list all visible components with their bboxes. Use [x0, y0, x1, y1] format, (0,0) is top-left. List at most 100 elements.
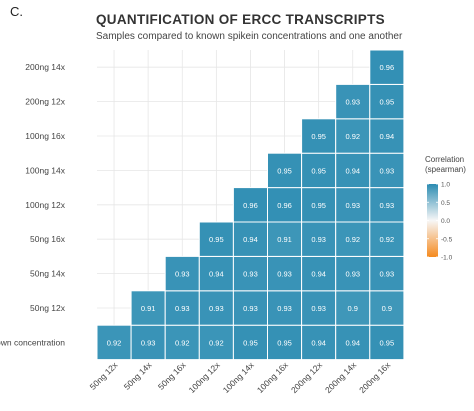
cell-value-label: 0.91: [277, 235, 292, 244]
cell-value-label: 0.94: [311, 270, 326, 279]
heatmap-cell: [267, 221, 303, 257]
panel-label: C.: [10, 4, 23, 19]
heatmap-cell: [232, 255, 268, 292]
cell-value-label: 0.94: [345, 166, 360, 175]
cell-value-label: 0.92: [345, 235, 360, 244]
cell-value-label: 0.92: [380, 235, 395, 244]
heatmap-cell: [369, 83, 405, 120]
cell-value-label: 0.95: [311, 201, 326, 210]
legend-colorbar: [427, 184, 438, 257]
heatmap-cell: [301, 152, 337, 189]
cell-value-label: 0.94: [243, 235, 258, 244]
legend-tick-label: 1.0: [441, 182, 450, 189]
x-tick-label: 200ng 16x: [357, 359, 393, 395]
cell-value-label: 0.94: [311, 338, 326, 347]
heatmap-cell: [301, 118, 337, 154]
y-tick-label: 50ng 14x: [30, 269, 66, 279]
y-axis-labels: Known concentration 50ng 12x 50ng 14x 50ng …: [0, 62, 66, 347]
cell-value-label: 0.93: [311, 304, 326, 313]
cell-value-label: 0.93: [380, 166, 395, 175]
legend-title: Correlation: [425, 155, 464, 164]
heatmap-cell: [335, 255, 371, 292]
heatmap-cell: [335, 187, 371, 223]
cell-value-label: 0.94: [209, 270, 224, 279]
cell-value-label: 0.93: [175, 270, 190, 279]
cell-value-label: 0.93: [380, 270, 395, 279]
legend-tick-label: -0.5: [441, 236, 453, 243]
cell-value-label: 0.93: [243, 270, 258, 279]
cell-value-label: 0.95: [243, 338, 258, 347]
x-tick-label: 100ng 14x: [221, 359, 257, 395]
cell-value-label: 0.93: [311, 235, 326, 244]
heatmap-cell: [232, 324, 268, 361]
cell-value-label: 0.91: [141, 304, 156, 313]
y-tick-label: 100ng 14x: [25, 165, 65, 175]
cell-layer: 0.92 0.93 0.92 0.92 0.95 0.95 0.94 0.94 0.95 0.91…: [96, 49, 405, 361]
x-tick-label: 200ng 14x: [323, 359, 359, 395]
x-tick-label: 100ng 12x: [187, 359, 223, 395]
cell-value-label: 0.95: [277, 166, 292, 175]
x-tick-label: 50ng 12x: [88, 359, 120, 391]
y-tick-label: 50ng 12x: [30, 303, 66, 313]
heatmap-cell: [267, 152, 303, 189]
chart-title: QUANTIFICATION OF ERCC TRANSCRIPTS: [96, 12, 385, 27]
cell-value-label: 0.95: [209, 235, 224, 244]
heatmap-cell: [301, 221, 337, 257]
cell-value-label: 0.93: [209, 304, 224, 313]
heatmap-cell: [267, 324, 303, 361]
heatmap-cell: [232, 290, 268, 326]
cell-value-label: 0.9: [382, 304, 392, 313]
heatmap-cell: [335, 118, 371, 154]
heatmap-cell: [198, 221, 234, 257]
heatmap-cell: [335, 83, 371, 120]
x-tick-label: 50ng 16x: [156, 359, 188, 391]
heatmap-cell: [369, 49, 405, 85]
heatmap-cell: [130, 290, 166, 326]
heatmap-cell: [96, 324, 132, 361]
cell-value-label: 0.96: [243, 201, 258, 210]
heatmap-cell: [335, 152, 371, 189]
heatmap-cell: [335, 221, 371, 257]
cell-value-label: 0.92: [209, 338, 224, 347]
heatmap-cell: [369, 290, 405, 326]
cell-value-label: 0.95: [380, 338, 395, 347]
cell-value-label: 0.93: [277, 270, 292, 279]
cell-value-label: 0.92: [345, 132, 360, 141]
heatmap-cell: [335, 324, 371, 361]
cell-value-label: 0.95: [311, 132, 326, 141]
cell-value-label: 0.94: [345, 338, 360, 347]
cell-value-label: 0.93: [141, 338, 156, 347]
cell-value-label: 0.92: [107, 338, 122, 347]
heatmap-cell: [369, 324, 405, 361]
y-tick-label: 200ng 14x: [25, 62, 65, 72]
heatmap-cell: [369, 255, 405, 292]
heatmap-cell: [267, 187, 303, 223]
cell-value-label: 0.93: [345, 270, 360, 279]
legend-tick-label: 0.5: [441, 200, 450, 207]
cell-value-label: 0.94: [380, 132, 395, 141]
cell-value-label: 0.93: [175, 304, 190, 313]
cell-value-label: 0.93: [345, 201, 360, 210]
legend-title: (spearman): [425, 165, 466, 174]
x-tick-label: 100ng 16x: [255, 359, 291, 395]
x-tick-label: 200ng 12x: [289, 359, 325, 395]
cell-value-label: 0.95: [277, 338, 292, 347]
cell-value-label: 0.93: [380, 201, 395, 210]
y-tick-label: 200ng 12x: [25, 97, 65, 107]
heatmap-cell: [267, 290, 303, 326]
cell-value-label: 0.9: [348, 304, 358, 313]
heatmap-cell: [198, 324, 234, 361]
cell-value-label: 0.96: [277, 201, 292, 210]
cell-value-label: 0.93: [243, 304, 258, 313]
cell-value-label: 0.92: [175, 338, 190, 347]
legend-tick-label: -1.0: [441, 255, 453, 262]
chart-subtitle: Samples compared to known spikein concen…: [96, 31, 403, 42]
cell-value-label: 0.95: [380, 98, 395, 107]
cell-value-label: 0.93: [345, 98, 360, 107]
y-tick-label: Known concentration: [0, 337, 65, 347]
heatmap-cell: [164, 290, 200, 326]
y-tick-label: 100ng 12x: [25, 200, 65, 210]
cell-value-label: 0.96: [380, 63, 395, 72]
